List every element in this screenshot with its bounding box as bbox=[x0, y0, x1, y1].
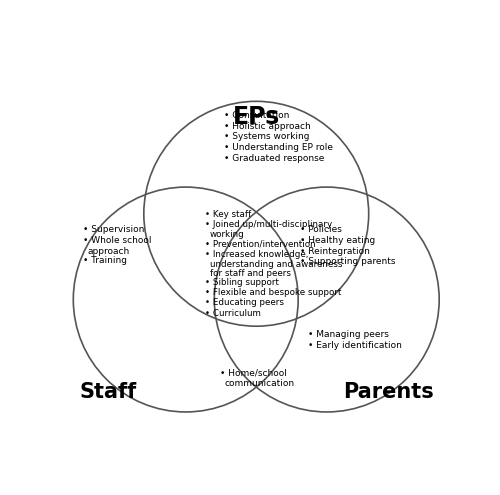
Text: • Graduated response: • Graduated response bbox=[224, 153, 324, 162]
Text: • Consultation: • Consultation bbox=[224, 111, 289, 120]
Text: EPs: EPs bbox=[232, 105, 280, 129]
Text: • Joined up/multi-disciplinary: • Joined up/multi-disciplinary bbox=[205, 220, 332, 229]
Text: • Home/school: • Home/school bbox=[220, 368, 287, 377]
Text: • Key staff: • Key staff bbox=[205, 210, 251, 219]
Text: understanding and awareness: understanding and awareness bbox=[210, 260, 342, 269]
Text: communication: communication bbox=[225, 379, 295, 388]
Text: working: working bbox=[210, 230, 244, 239]
Text: • Understanding EP role: • Understanding EP role bbox=[224, 143, 333, 152]
Text: • Training: • Training bbox=[83, 256, 127, 265]
Text: • Reintegration: • Reintegration bbox=[300, 247, 370, 255]
Text: • Flexible and bespoke support: • Flexible and bespoke support bbox=[205, 288, 341, 297]
Text: • Sibling support: • Sibling support bbox=[205, 278, 279, 287]
Text: • Supervision: • Supervision bbox=[83, 225, 144, 234]
Text: • Systems working: • Systems working bbox=[224, 132, 310, 141]
Text: • Curriculum: • Curriculum bbox=[205, 308, 260, 317]
Text: for staff and peers: for staff and peers bbox=[210, 269, 290, 278]
Text: Staff: Staff bbox=[79, 383, 136, 402]
Text: • Prevention/intervention: • Prevention/intervention bbox=[205, 240, 316, 248]
Text: • Managing peers: • Managing peers bbox=[308, 330, 388, 339]
Text: • Healthy eating: • Healthy eating bbox=[300, 236, 376, 245]
Text: • Policies: • Policies bbox=[300, 225, 342, 234]
Text: approach: approach bbox=[88, 247, 130, 255]
Text: • Supporting parents: • Supporting parents bbox=[300, 257, 396, 266]
Text: • Holistic approach: • Holistic approach bbox=[224, 122, 310, 131]
Text: Parents: Parents bbox=[342, 383, 434, 402]
Text: • Increased knowledge,: • Increased knowledge, bbox=[205, 249, 308, 258]
Text: • Whole school: • Whole school bbox=[83, 236, 152, 245]
Text: • Educating peers: • Educating peers bbox=[205, 298, 284, 307]
Text: • Early identification: • Early identification bbox=[308, 341, 402, 349]
